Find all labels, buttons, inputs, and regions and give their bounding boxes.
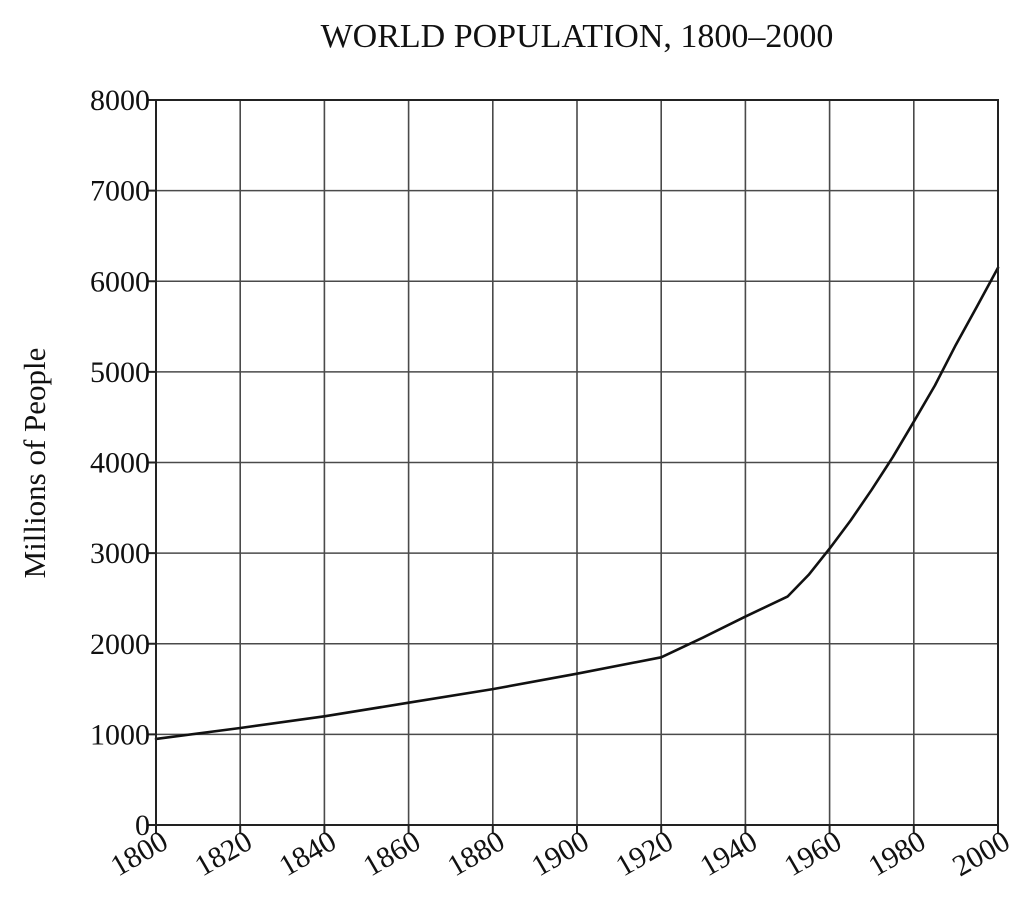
chart-title: WORLD POPULATION, 1800–2000 <box>321 18 834 55</box>
x-tick-label: 1920 <box>610 824 678 883</box>
x-tick-label: 1900 <box>526 824 594 883</box>
x-tick-label: 1940 <box>694 824 762 883</box>
series <box>154 266 1000 741</box>
x-tick-label: 1820 <box>189 824 257 883</box>
y-tick-label: 6000 <box>90 265 150 298</box>
x-tick-label: 1960 <box>779 824 847 883</box>
y-tick-labels: 0 1000 2000 3000 4000 5000 6000 7000 8000 <box>90 84 150 842</box>
grid <box>155 99 999 826</box>
y-tick-label: 2000 <box>90 628 150 661</box>
plot-frame <box>155 99 999 826</box>
series-line-0 <box>154 266 1000 741</box>
x-tick-label: 1860 <box>358 824 426 883</box>
axis-ticks <box>148 99 999 833</box>
y-tick-label: 8000 <box>90 84 150 117</box>
y-tick-label: 7000 <box>90 175 150 208</box>
y-tick-label: 4000 <box>90 447 150 480</box>
x-tick-label: 1980 <box>863 824 931 883</box>
y-tick-label: 1000 <box>90 718 150 751</box>
x-tick-label: 1880 <box>442 824 510 883</box>
x-tick-label: 2000 <box>947 824 1015 883</box>
y-tick-label: 5000 <box>90 356 150 389</box>
y-tick-label: 3000 <box>90 537 150 570</box>
y-tick-label: 0 <box>135 809 150 842</box>
x-tick-label: 1840 <box>273 824 341 883</box>
y-axis-label: Millions of People <box>17 348 52 579</box>
x-tick-labels: 1800 1820 1840 1860 1880 1900 1920 1940 1960 1980… <box>105 824 1015 883</box>
